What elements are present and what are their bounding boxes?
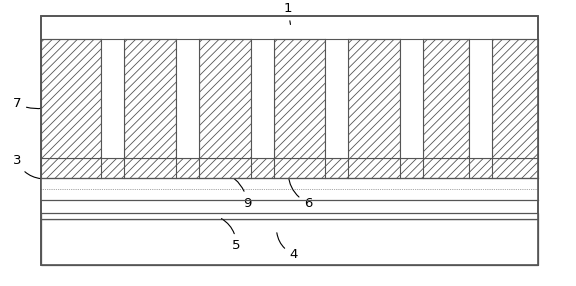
- Bar: [251, 39, 274, 158]
- Bar: [41, 213, 538, 219]
- Bar: [469, 39, 492, 158]
- Bar: [101, 39, 124, 158]
- Text: 9: 9: [222, 171, 252, 210]
- Bar: [492, 39, 538, 158]
- Bar: [124, 39, 176, 158]
- Bar: [400, 39, 423, 158]
- Text: 1: 1: [284, 2, 292, 25]
- Text: 3: 3: [13, 154, 41, 179]
- Bar: [41, 158, 538, 178]
- Bar: [199, 39, 251, 158]
- Bar: [41, 16, 538, 265]
- Text: 6: 6: [288, 175, 312, 210]
- Bar: [41, 39, 101, 158]
- Bar: [176, 39, 199, 158]
- Bar: [274, 39, 325, 158]
- Text: 7: 7: [13, 97, 59, 110]
- Bar: [41, 16, 538, 265]
- Bar: [41, 219, 538, 265]
- Text: 5: 5: [221, 219, 241, 252]
- Bar: [348, 39, 400, 158]
- Bar: [41, 178, 538, 200]
- Text: 4: 4: [277, 233, 298, 261]
- Bar: [325, 39, 348, 158]
- Bar: [423, 39, 469, 158]
